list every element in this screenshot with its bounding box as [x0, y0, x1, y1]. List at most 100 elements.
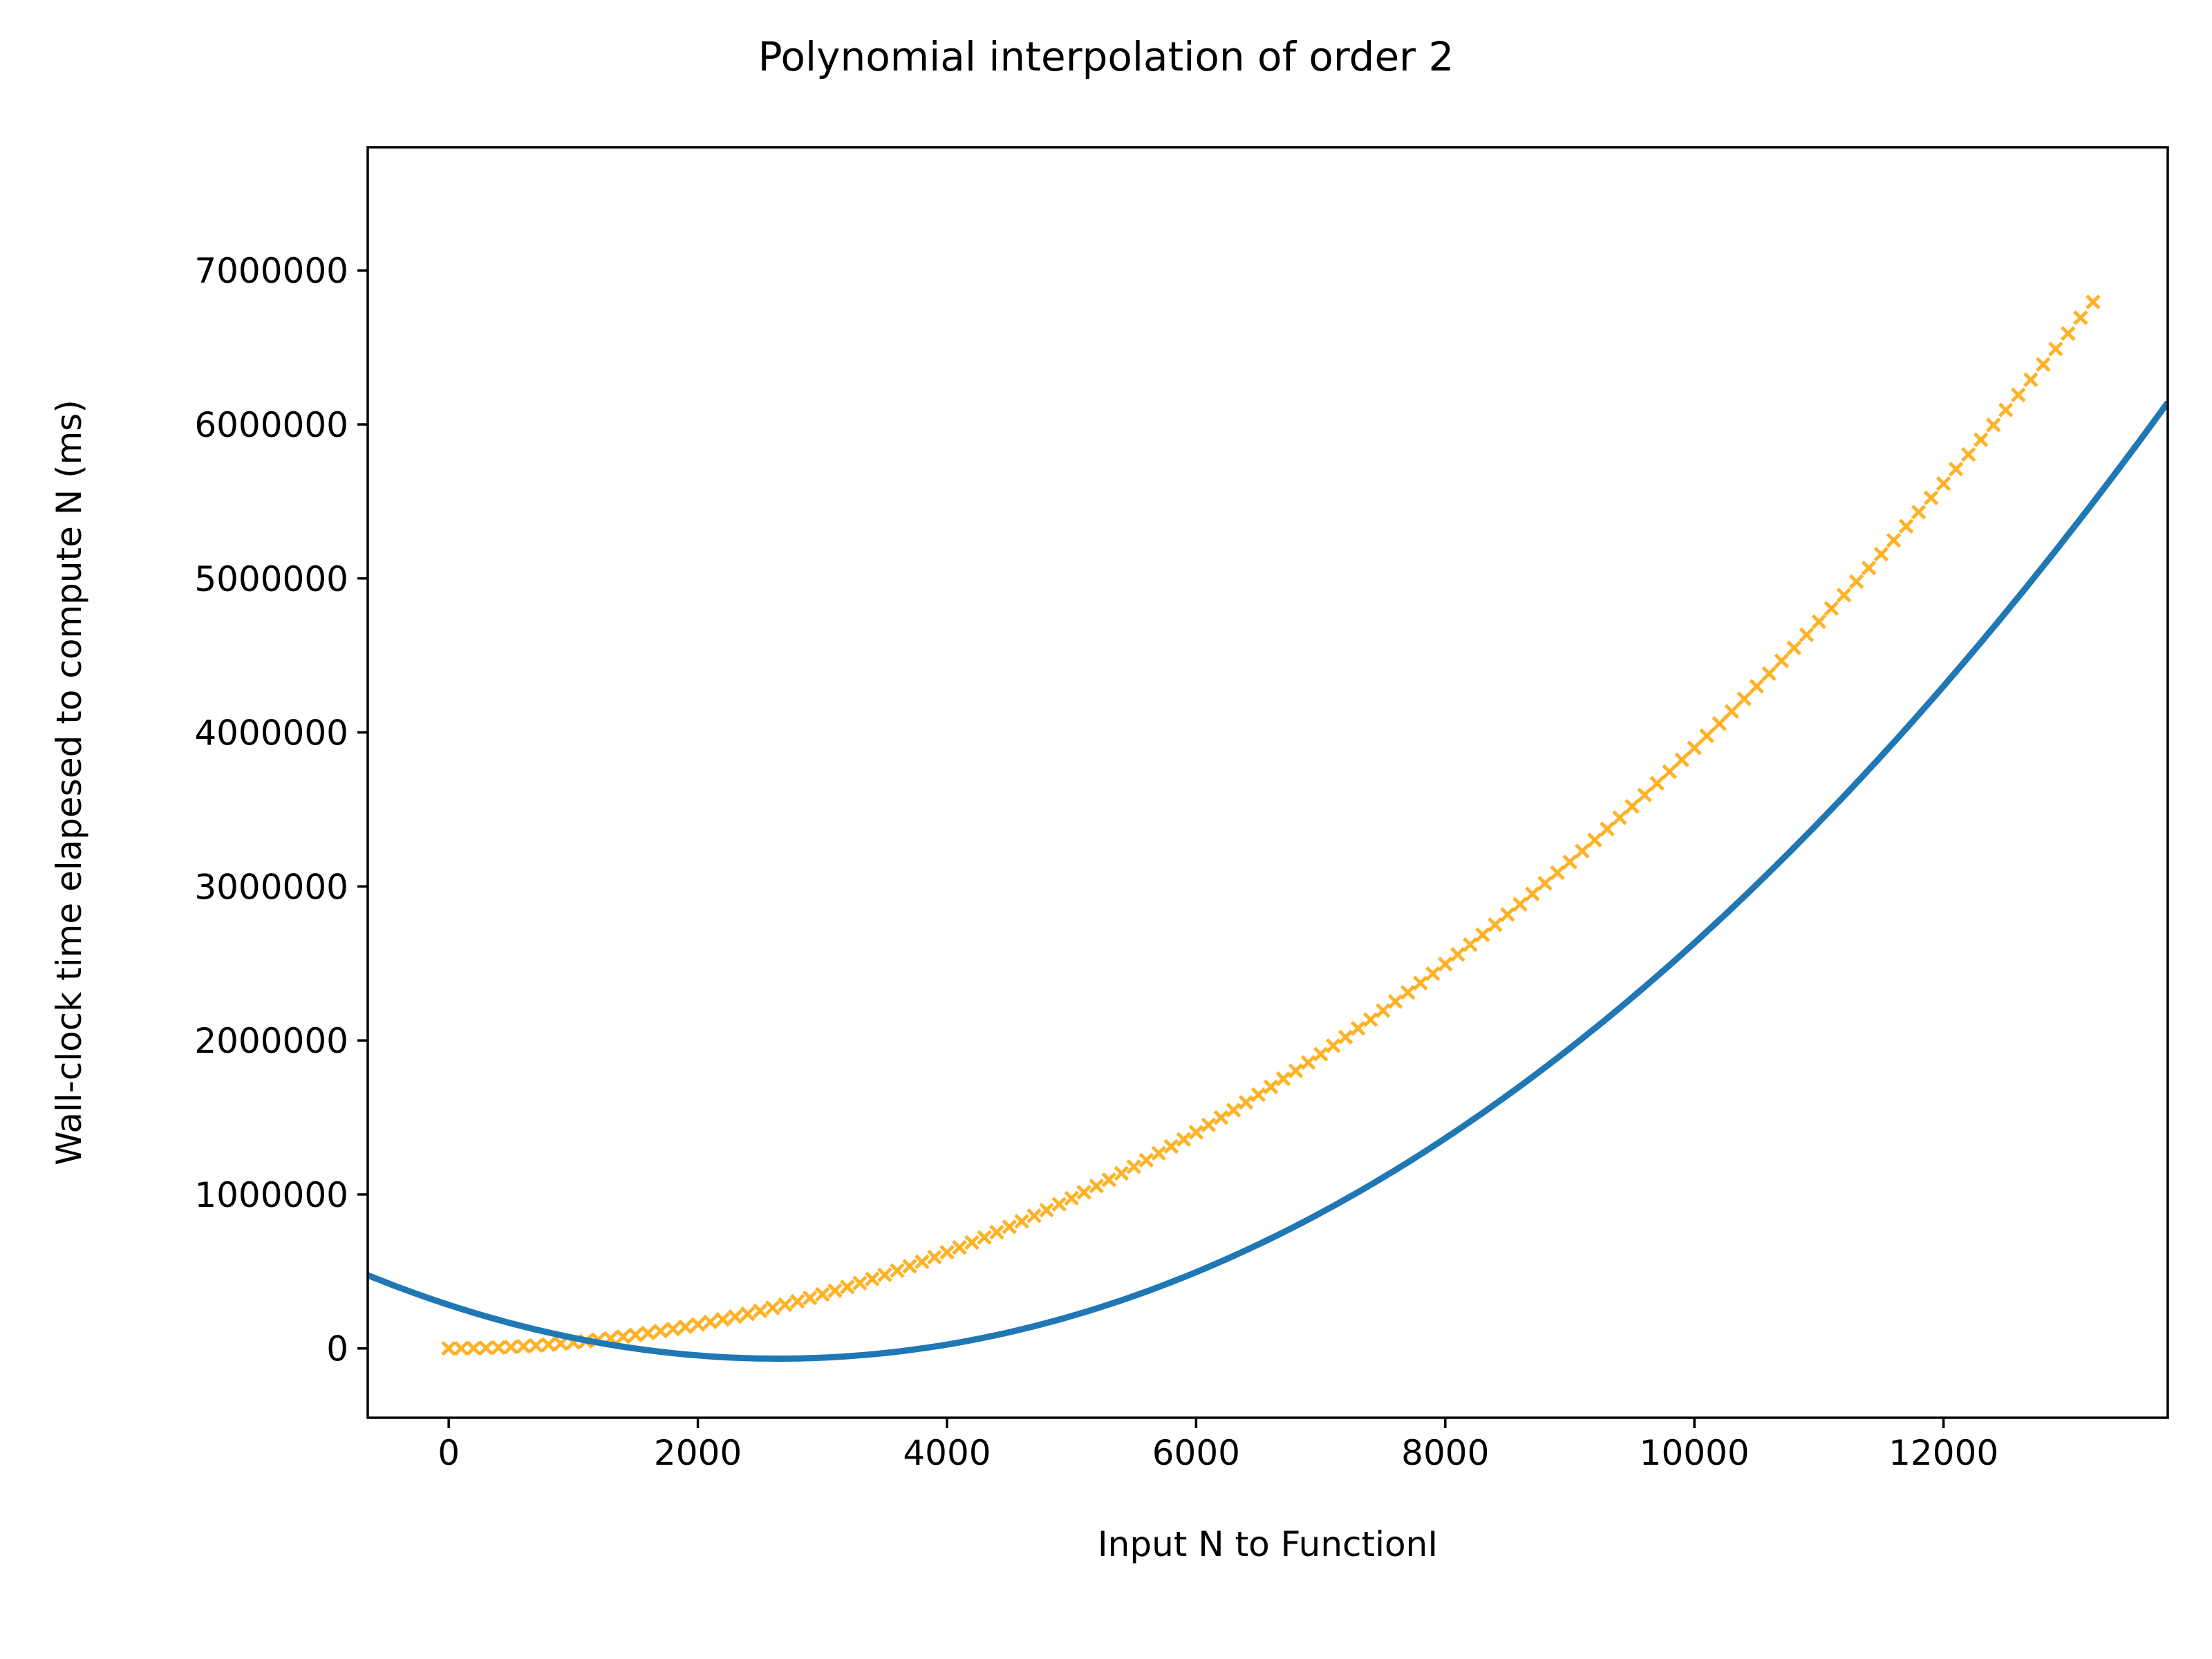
- data-layer: [368, 294, 2168, 1362]
- scatter-point: [1325, 1038, 1341, 1053]
- scatter-point: [1749, 679, 1765, 694]
- scatter-point: [553, 1335, 569, 1351]
- scatter-point: [1537, 876, 1553, 891]
- scatter-point: [1413, 975, 1428, 991]
- scatter-point: [1911, 505, 1927, 520]
- scatter-point: [1811, 614, 1827, 630]
- scatter-point: [989, 1224, 1004, 1240]
- y-tick-label: 7000000: [194, 251, 348, 291]
- x-tick-label: 6000: [1152, 1433, 1240, 1473]
- scatter-point: [1114, 1165, 1130, 1181]
- y-tick-label: 4000000: [194, 713, 348, 753]
- scatter-point: [1848, 574, 1864, 590]
- scatter-point: [1288, 1063, 1304, 1078]
- scatter-point: [702, 1314, 718, 1330]
- scatter-point: [615, 1329, 631, 1344]
- scatter-point: [1786, 640, 1802, 656]
- x-tick-label: 0: [438, 1433, 460, 1473]
- scatter-point: [1338, 1029, 1353, 1045]
- scatter-point: [939, 1244, 955, 1260]
- scatter-point: [1275, 1071, 1291, 1087]
- scatter-point: [865, 1271, 880, 1287]
- scatter-point: [1039, 1202, 1054, 1218]
- scatter-point: [1562, 854, 1577, 870]
- scatter-point: [1151, 1145, 1167, 1161]
- scatter-point: [727, 1309, 743, 1324]
- scatter-point: [1425, 966, 1441, 982]
- y-tick-label: 1000000: [194, 1175, 348, 1215]
- scatter-point: [640, 1325, 656, 1341]
- scatter-point: [977, 1230, 992, 1245]
- scatter-point: [1736, 691, 1752, 706]
- scatter-point: [2011, 387, 2026, 403]
- scatter-point: [852, 1275, 868, 1291]
- scatter-point: [1624, 798, 1640, 814]
- scatter-point: [789, 1293, 805, 1309]
- x-tick-label: 10000: [1640, 1433, 1750, 1473]
- scatter-point: [541, 1337, 556, 1352]
- scatter-point: [1886, 532, 1902, 548]
- scatter-point: [1201, 1117, 1217, 1133]
- scatter-point: [1014, 1214, 1029, 1229]
- scatter-point: [1761, 666, 1777, 682]
- scatter-point: [1898, 518, 1914, 534]
- scatter-point: [1612, 810, 1627, 825]
- scatter-point: [765, 1300, 780, 1315]
- scatter-point: [665, 1321, 681, 1337]
- scatter-point: [528, 1338, 544, 1353]
- scatter-point: [1699, 728, 1714, 744]
- scatter-point: [516, 1338, 532, 1354]
- scatter-point: [1450, 946, 1465, 962]
- scatter-point: [1250, 1087, 1266, 1103]
- scatter-point: [1960, 447, 1976, 462]
- y-tick-label: 2000000: [194, 1021, 348, 1061]
- scatter-point: [840, 1280, 855, 1295]
- scatter-point: [1051, 1197, 1067, 1212]
- chart-title: Polynomial interpolation of order 2: [758, 33, 1454, 80]
- scatter-point: [877, 1267, 892, 1283]
- scatter-point: [453, 1340, 469, 1356]
- scatter-point: [1387, 994, 1403, 1009]
- scatter-point: [1525, 886, 1540, 901]
- fit-line: [368, 400, 2168, 1362]
- scatter-point: [2048, 341, 2063, 357]
- scatter-point: [1923, 490, 1939, 506]
- plot-area: [366, 146, 2169, 1419]
- axes-frame: [366, 146, 2169, 1419]
- scatter-point: [653, 1323, 668, 1339]
- scatter-point: [1674, 752, 1689, 767]
- y-tick-label: 6000000: [194, 405, 348, 445]
- scatter-point: [2023, 372, 2038, 388]
- x-axis-ticks: 0 2000 4000 6000 8000 10000 12000: [438, 1418, 1998, 1473]
- scatter-point: [690, 1317, 706, 1332]
- observed-series: [441, 294, 2101, 1356]
- x-tick-label: 2000: [654, 1433, 742, 1473]
- scatter-point: [1400, 984, 1416, 1000]
- scatter-point: [1375, 1003, 1391, 1018]
- scatter-point: [827, 1283, 843, 1298]
- y-tick-label: 3000000: [194, 867, 348, 907]
- scatter-point: [952, 1239, 967, 1255]
- x-tick-label: 12000: [1888, 1433, 1998, 1473]
- scatter-point: [815, 1286, 830, 1302]
- scatter-point: [1637, 787, 1652, 803]
- scatter-point: [964, 1235, 980, 1250]
- scatter-point: [802, 1290, 818, 1306]
- scatter-point: [1575, 843, 1590, 859]
- scatter-point: [1138, 1152, 1154, 1168]
- scatter-point: [1463, 937, 1478, 953]
- scatter-point: [1300, 1055, 1316, 1070]
- scatter-point: [1799, 627, 1815, 643]
- scatter-point: [503, 1339, 518, 1355]
- scatter-point: [902, 1259, 917, 1274]
- scatter-point: [1687, 740, 1702, 756]
- scatter-point: [1101, 1172, 1116, 1188]
- scatter-point: [1985, 418, 2001, 433]
- scatter-point: [890, 1263, 905, 1278]
- scatter-point: [1238, 1095, 1254, 1110]
- scatter-point: [915, 1254, 930, 1270]
- scatter-point: [1213, 1110, 1229, 1125]
- scatter-point: [1362, 1012, 1378, 1027]
- scatter-point: [1712, 716, 1727, 731]
